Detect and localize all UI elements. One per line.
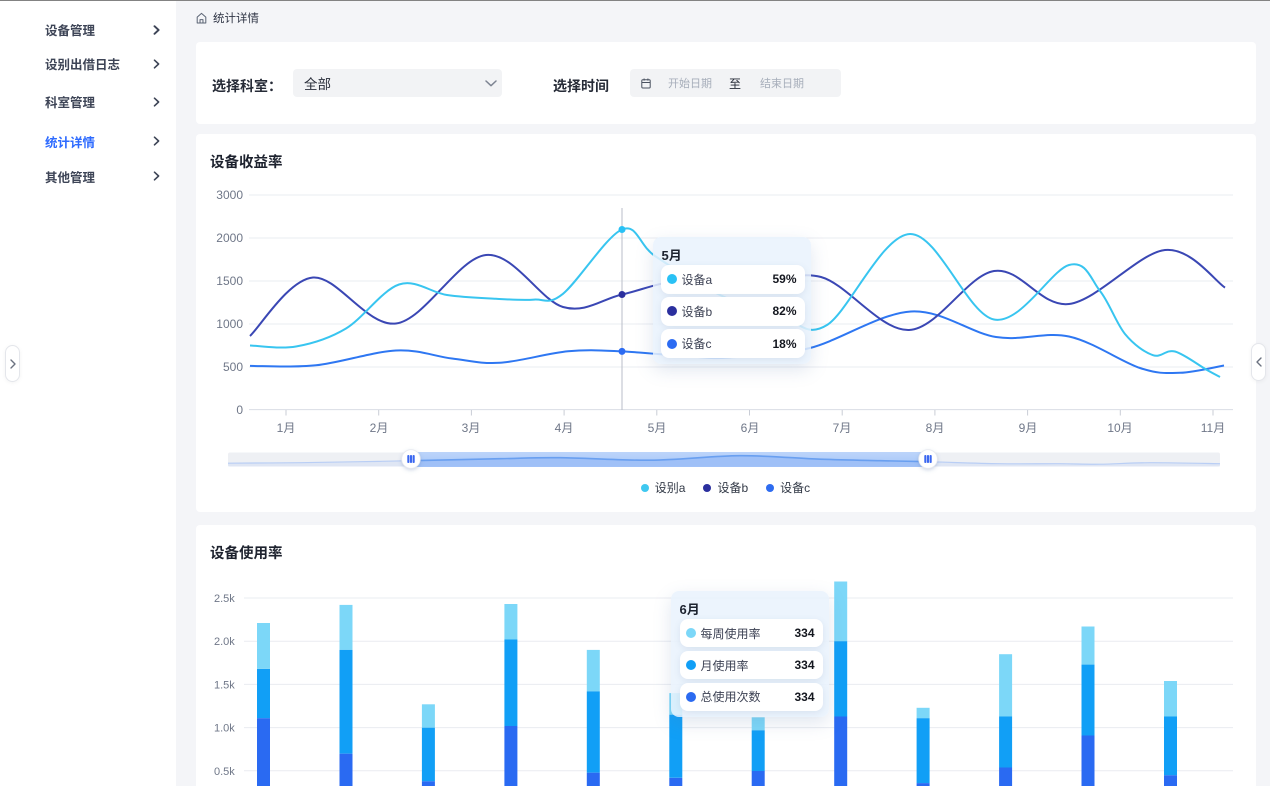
svg-text:6月: 6月 bbox=[741, 421, 760, 435]
svg-text:500: 500 bbox=[223, 360, 243, 374]
svg-text:1500: 1500 bbox=[216, 274, 243, 288]
svg-text:8月: 8月 bbox=[926, 421, 945, 435]
svg-text:1000: 1000 bbox=[216, 317, 243, 331]
svg-text:7月: 7月 bbox=[833, 421, 852, 435]
svg-text:3月: 3月 bbox=[462, 421, 481, 435]
svg-text:2.5k: 2.5k bbox=[214, 593, 235, 605]
svg-text:11月: 11月 bbox=[1201, 421, 1225, 435]
svg-text:1月: 1月 bbox=[277, 421, 296, 435]
svg-text:2.0k: 2.0k bbox=[214, 636, 235, 648]
svg-text:0.5k: 0.5k bbox=[214, 766, 235, 778]
svg-text:5月: 5月 bbox=[648, 421, 667, 435]
svg-text:9月: 9月 bbox=[1019, 421, 1038, 435]
svg-text:10月: 10月 bbox=[1107, 421, 1132, 435]
svg-text:2000: 2000 bbox=[216, 231, 243, 245]
svg-text:2月: 2月 bbox=[370, 421, 389, 435]
svg-text:3000: 3000 bbox=[216, 188, 243, 202]
svg-text:1.0k: 1.0k bbox=[214, 723, 235, 735]
svg-text:4月: 4月 bbox=[555, 421, 574, 435]
svg-text:1.5k: 1.5k bbox=[214, 679, 235, 691]
svg-text:0: 0 bbox=[236, 403, 243, 417]
